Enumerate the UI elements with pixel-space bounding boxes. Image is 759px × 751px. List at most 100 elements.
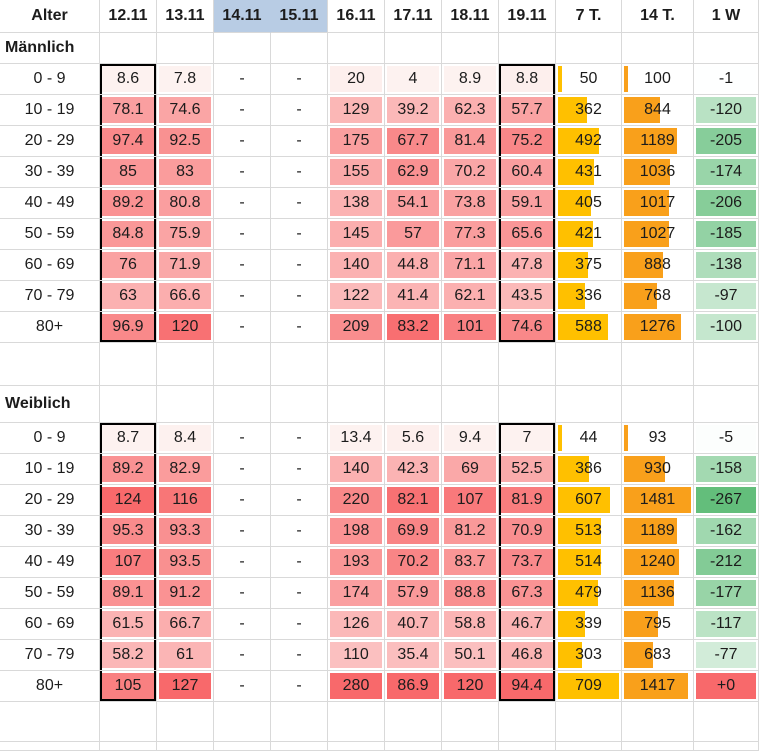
empty-cell[interactable]: [694, 702, 759, 742]
bar14-cell[interactable]: 768: [622, 281, 694, 312]
header-date-15-11[interactable]: 15.11: [271, 0, 328, 33]
bar7-cell[interactable]: 44: [556, 423, 622, 454]
empty-cell[interactable]: [694, 386, 759, 423]
bar14-cell[interactable]: 795: [622, 609, 694, 640]
daily-value-cell[interactable]: 82.1: [385, 485, 442, 516]
daily-value-cell[interactable]: 59.1: [499, 188, 556, 219]
empty-cell[interactable]: [100, 742, 157, 751]
bar7-cell[interactable]: 386: [556, 454, 622, 485]
header-agg-14T[interactable]: 14 T.: [622, 0, 694, 33]
empty-cell[interactable]: [157, 702, 214, 742]
daily-value-cell[interactable]: 126: [328, 609, 385, 640]
daily-value-cell[interactable]: 76: [100, 250, 157, 281]
w1-cell[interactable]: +0: [694, 671, 759, 702]
daily-value-cell[interactable]: 95.3: [100, 516, 157, 547]
empty-cell[interactable]: [442, 386, 499, 423]
age-label[interactable]: 30 - 39: [0, 516, 100, 547]
age-label[interactable]: 70 - 79: [0, 281, 100, 312]
daily-value-cell[interactable]: -: [271, 250, 328, 281]
w1-cell[interactable]: -100: [694, 312, 759, 343]
daily-value-cell[interactable]: 50.1: [442, 640, 499, 671]
daily-value-cell[interactable]: 88.8: [442, 578, 499, 609]
w1-cell[interactable]: -5: [694, 423, 759, 454]
bar7-cell[interactable]: 492: [556, 126, 622, 157]
daily-value-cell[interactable]: -: [271, 219, 328, 250]
empty-cell[interactable]: [556, 386, 622, 423]
daily-value-cell[interactable]: 46.7: [499, 609, 556, 640]
daily-value-cell[interactable]: 46.8: [499, 640, 556, 671]
daily-value-cell[interactable]: 83: [157, 157, 214, 188]
age-label[interactable]: 30 - 39: [0, 157, 100, 188]
empty-cell[interactable]: [499, 33, 556, 64]
section-label-maennlich[interactable]: Männlich: [0, 33, 100, 64]
empty-cell[interactable]: [271, 343, 328, 386]
daily-value-cell[interactable]: 140: [328, 454, 385, 485]
daily-value-cell[interactable]: 107: [442, 485, 499, 516]
daily-value-cell[interactable]: 124: [100, 485, 157, 516]
empty-cell[interactable]: [499, 702, 556, 742]
daily-value-cell[interactable]: 198: [328, 516, 385, 547]
daily-value-cell[interactable]: 71.1: [442, 250, 499, 281]
daily-value-cell[interactable]: 92.5: [157, 126, 214, 157]
daily-value-cell[interactable]: 75.9: [157, 219, 214, 250]
bar14-cell[interactable]: 1481: [622, 485, 694, 516]
daily-value-cell[interactable]: -: [214, 485, 271, 516]
bar14-cell[interactable]: 1136: [622, 578, 694, 609]
empty-cell[interactable]: [499, 343, 556, 386]
empty-cell[interactable]: [214, 343, 271, 386]
empty-cell[interactable]: [0, 742, 100, 751]
daily-value-cell[interactable]: 97.4: [100, 126, 157, 157]
empty-cell[interactable]: [157, 386, 214, 423]
bar7-cell[interactable]: 362: [556, 95, 622, 126]
w1-cell[interactable]: -117: [694, 609, 759, 640]
daily-value-cell[interactable]: 41.4: [385, 281, 442, 312]
w1-cell[interactable]: -267: [694, 485, 759, 516]
empty-cell[interactable]: [100, 33, 157, 64]
daily-value-cell[interactable]: 175: [328, 126, 385, 157]
daily-value-cell[interactable]: -: [271, 95, 328, 126]
daily-value-cell[interactable]: 174: [328, 578, 385, 609]
empty-cell[interactable]: [328, 702, 385, 742]
daily-value-cell[interactable]: -: [214, 423, 271, 454]
daily-value-cell[interactable]: -: [214, 126, 271, 157]
daily-value-cell[interactable]: 81.4: [442, 126, 499, 157]
bar7-cell[interactable]: 431: [556, 157, 622, 188]
daily-value-cell[interactable]: 62.9: [385, 157, 442, 188]
daily-value-cell[interactable]: 8.7: [100, 423, 157, 454]
w1-cell[interactable]: -205: [694, 126, 759, 157]
daily-value-cell[interactable]: -: [214, 547, 271, 578]
bar14-cell[interactable]: 930: [622, 454, 694, 485]
daily-value-cell[interactable]: 66.7: [157, 609, 214, 640]
w1-cell[interactable]: -212: [694, 547, 759, 578]
daily-value-cell[interactable]: 116: [157, 485, 214, 516]
empty-cell[interactable]: [271, 386, 328, 423]
empty-cell[interactable]: [214, 742, 271, 751]
empty-cell[interactable]: [622, 742, 694, 751]
bar14-cell[interactable]: 1276: [622, 312, 694, 343]
daily-value-cell[interactable]: 93.3: [157, 516, 214, 547]
empty-cell[interactable]: [694, 343, 759, 386]
daily-value-cell[interactable]: 120: [157, 312, 214, 343]
empty-cell[interactable]: [442, 343, 499, 386]
header-date-18-11[interactable]: 18.11: [442, 0, 499, 33]
age-label[interactable]: 0 - 9: [0, 423, 100, 454]
daily-value-cell[interactable]: 58.8: [442, 609, 499, 640]
daily-value-cell[interactable]: 93.5: [157, 547, 214, 578]
header-date-17-11[interactable]: 17.11: [385, 0, 442, 33]
age-label[interactable]: 20 - 29: [0, 126, 100, 157]
daily-value-cell[interactable]: 89.2: [100, 454, 157, 485]
header-agg-1W[interactable]: 1 W: [694, 0, 759, 33]
daily-value-cell[interactable]: 91.2: [157, 578, 214, 609]
empty-cell[interactable]: [385, 33, 442, 64]
empty-cell[interactable]: [442, 742, 499, 751]
daily-value-cell[interactable]: 8.8: [499, 64, 556, 95]
bar14-cell[interactable]: 888: [622, 250, 694, 281]
daily-value-cell[interactable]: -: [271, 281, 328, 312]
empty-cell[interactable]: [385, 742, 442, 751]
daily-value-cell[interactable]: 105: [100, 671, 157, 702]
daily-value-cell[interactable]: 58.2: [100, 640, 157, 671]
daily-value-cell[interactable]: -: [271, 671, 328, 702]
age-label[interactable]: 10 - 19: [0, 95, 100, 126]
empty-cell[interactable]: [694, 742, 759, 751]
empty-cell[interactable]: [442, 33, 499, 64]
